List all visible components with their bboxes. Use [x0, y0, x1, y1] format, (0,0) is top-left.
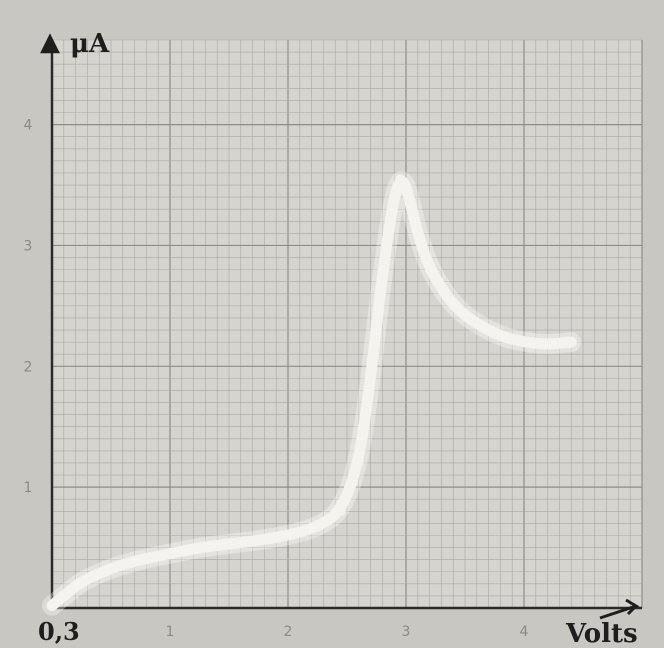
axes	[50, 40, 642, 610]
series-point	[47, 601, 57, 611]
series-point	[495, 331, 505, 341]
series-point	[224, 539, 234, 549]
x-tick-label: 1	[166, 624, 175, 640]
y-axis-label: μA	[70, 29, 110, 59]
series-point	[136, 555, 145, 565]
x-axis-arrow	[599, 598, 640, 620]
series-point	[313, 522, 322, 532]
grid	[51, 39, 643, 609]
y-axis-arrow: ▲	[40, 27, 60, 57]
x-axis-label: Volts	[565, 619, 638, 648]
y-tick-label: 2	[24, 359, 33, 375]
series-point	[543, 340, 553, 350]
series-point	[195, 543, 204, 553]
y-tick-label: 1	[24, 480, 33, 496]
series-point	[407, 204, 417, 214]
tick-labels: 1 2 3 4 1 2 3 4	[24, 118, 529, 640]
series-point	[401, 180, 411, 190]
series-point	[354, 458, 364, 468]
series-point	[519, 337, 529, 347]
series-point	[448, 301, 458, 311]
series-point	[59, 591, 69, 601]
series-point	[425, 265, 435, 275]
x-tick-label: 2	[284, 624, 293, 640]
y-tick-label: 3	[24, 238, 33, 254]
series-point	[165, 549, 175, 559]
series-group	[42, 171, 582, 616]
series-point	[472, 319, 482, 329]
series-point	[395, 174, 405, 184]
series-point	[254, 535, 263, 545]
series-point	[413, 228, 423, 238]
series-point	[77, 576, 86, 586]
series-point	[106, 563, 116, 573]
series-point	[336, 506, 346, 516]
series-point	[383, 228, 393, 238]
y-tick-label: 4	[24, 118, 33, 134]
x-tick-label: 3	[402, 624, 411, 640]
series-point	[283, 530, 293, 540]
x-tick-label: 4	[520, 624, 529, 640]
series-point	[389, 192, 399, 202]
series-point	[566, 337, 576, 347]
series-point	[375, 289, 385, 299]
series-point	[366, 373, 376, 383]
origin-label: 0,3	[38, 617, 80, 646]
